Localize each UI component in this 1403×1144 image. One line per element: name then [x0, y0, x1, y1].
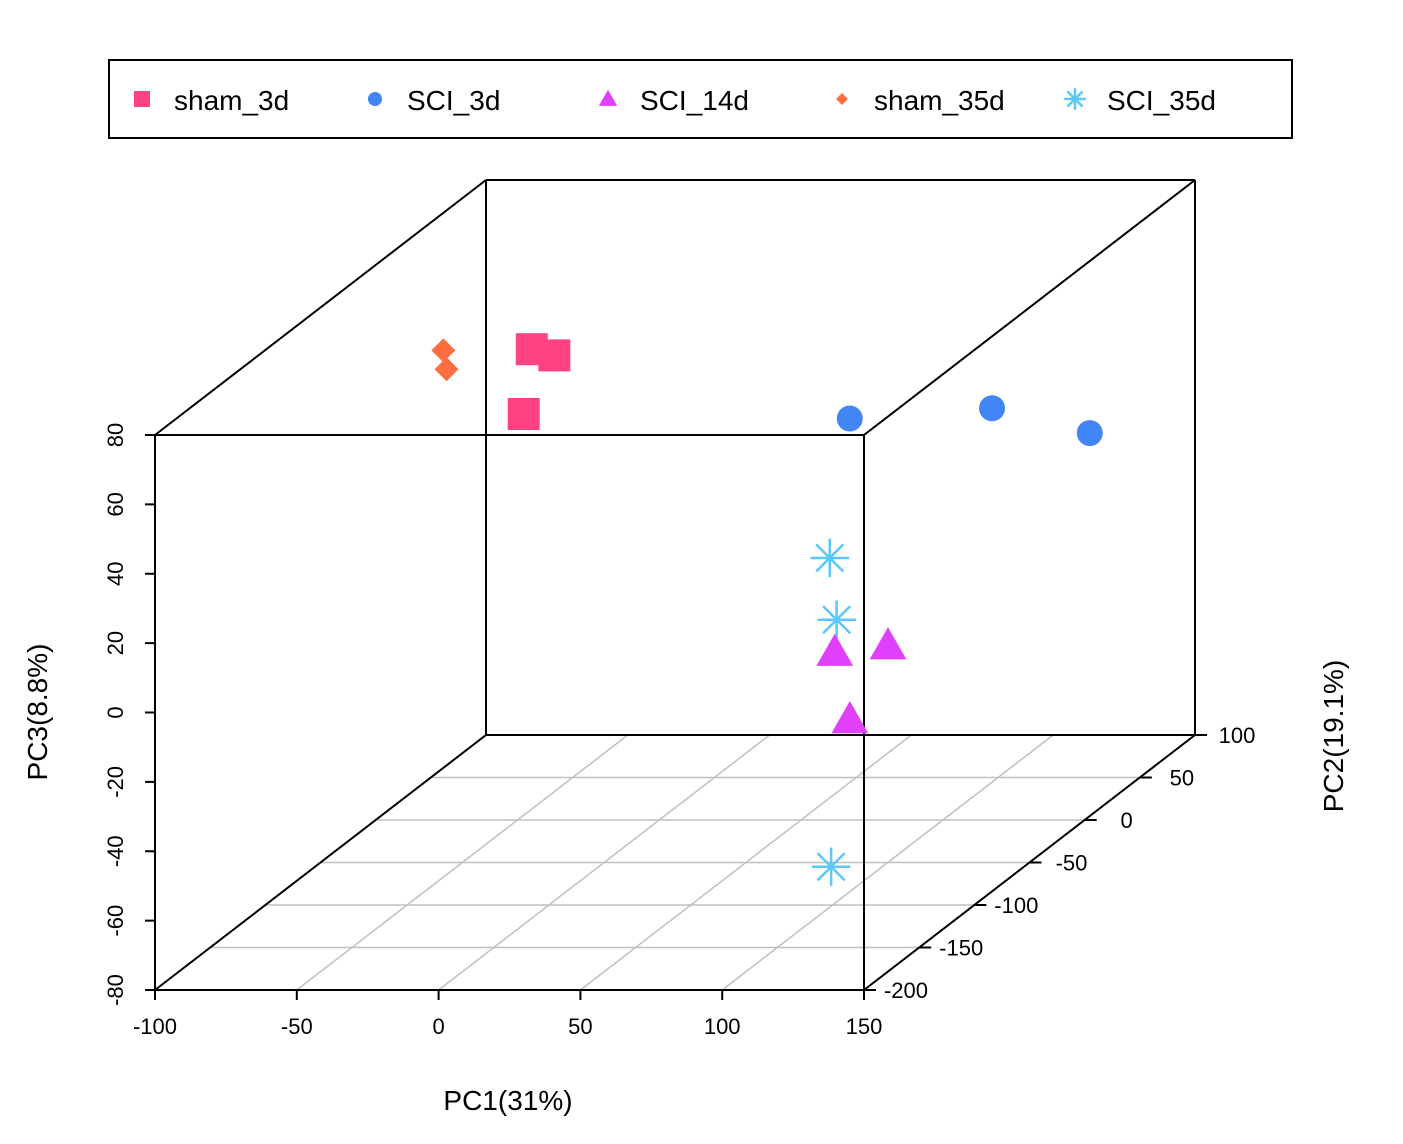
- point-sci-14d: [816, 633, 854, 666]
- legend-marker-sci-3d: [368, 92, 382, 106]
- x-tick-label: 100: [704, 1014, 741, 1039]
- legend-box: [108, 59, 1293, 139]
- point-sham-35d: [431, 338, 456, 363]
- x-tick-label: 150: [846, 1014, 883, 1039]
- point-sci-35d: [810, 538, 849, 578]
- legend-marker-sci-35d: [1064, 88, 1086, 110]
- x-tick-label: -100: [133, 1014, 177, 1039]
- legend-item-sham-3d: sham_3d: [134, 85, 289, 116]
- legend-label-sci-35d: SCI_35d: [1107, 85, 1216, 116]
- point-sci-3d: [1076, 420, 1103, 447]
- legend-items: sham_3d SCI_3d SCI_14d sham_35d SCI_35d: [134, 85, 1216, 116]
- legend-marker-sci-35d-stroke: [1066, 90, 1084, 108]
- legend-marker-sham-35d: [836, 93, 848, 105]
- floor-grid: [210, 734, 1196, 991]
- y-tick-label: -150: [939, 936, 983, 961]
- legend-item-sci-14d: SCI_14d: [598, 85, 749, 116]
- legend-item-sci-35d: SCI_35d: [1064, 85, 1216, 116]
- x-tick-label: 0: [432, 1014, 444, 1039]
- point-sham-3d: [507, 398, 540, 430]
- y-tick-label: 100: [1219, 723, 1256, 748]
- z-tick-label: 80: [103, 423, 128, 447]
- z-tick-label: -20: [103, 766, 128, 798]
- point-sci-14d: [831, 701, 869, 734]
- y-tick-label: -50: [1056, 851, 1088, 876]
- y-tick-label: -200: [884, 978, 928, 1003]
- z-tick-label: 40: [103, 562, 128, 586]
- z-tick-label: -40: [103, 835, 128, 867]
- z-tick-label: -60: [103, 905, 128, 937]
- legend-item-sci-3d: SCI_3d: [368, 85, 500, 116]
- x-tick-label: -50: [281, 1014, 313, 1039]
- point-sci-35d: [817, 600, 856, 639]
- point-sham-3d: [515, 333, 548, 366]
- z-tick-label: -80: [103, 974, 128, 1006]
- plot-box: [154, 179, 1196, 991]
- x-axis-title: PC1(31%): [443, 1085, 572, 1116]
- box-edge: [154, 179, 487, 436]
- box-edge: [154, 734, 487, 991]
- axis-titles: PC1(31%) PC3(8.8%) PC2(19.1%): [22, 644, 1349, 1116]
- y-tick-label: 50: [1170, 766, 1194, 791]
- point-sci-14d: [869, 627, 907, 660]
- data-points: [431, 333, 1103, 886]
- point-sci-35d-stroke: [816, 852, 846, 882]
- z-tick-label: 60: [103, 492, 128, 516]
- point-sci-35d-stroke: [815, 543, 845, 573]
- point-sci-3d: [836, 405, 863, 432]
- legend-label-sci-14d: SCI_14d: [640, 85, 749, 116]
- point-sci-3d: [979, 395, 1006, 422]
- point-sci-35d-stroke: [822, 605, 852, 635]
- z-axis-title: PC3(8.8%): [22, 644, 53, 781]
- point-sham-35d: [434, 357, 459, 382]
- legend-marker-sci-14d: [598, 89, 618, 106]
- y-tick-label: -100: [994, 893, 1038, 918]
- y-axis-title: PC2(19.1%): [1318, 660, 1349, 813]
- legend-label-sham-3d: sham_3d: [174, 85, 289, 116]
- legend: sham_3d SCI_3d SCI_14d sham_35d SCI_35d: [108, 59, 1293, 139]
- legend-item-sham-35d: sham_35d: [836, 85, 1005, 116]
- axes: -100 -50 0 50 100 150-80-60-40-20020406080-20…: [103, 423, 1255, 1039]
- box-edge: [863, 179, 1196, 436]
- z-tick-label: 0: [103, 706, 128, 718]
- z-tick-label: 20: [103, 631, 128, 655]
- legend-label-sci-3d: SCI_3d: [407, 85, 500, 116]
- x-tick-label: 50: [568, 1014, 592, 1039]
- legend-marker-sham-3d: [134, 91, 150, 107]
- point-sci-35d: [811, 847, 851, 886]
- legend-label-sham-35d: sham_35d: [874, 85, 1005, 116]
- y-tick-label: 0: [1121, 808, 1133, 833]
